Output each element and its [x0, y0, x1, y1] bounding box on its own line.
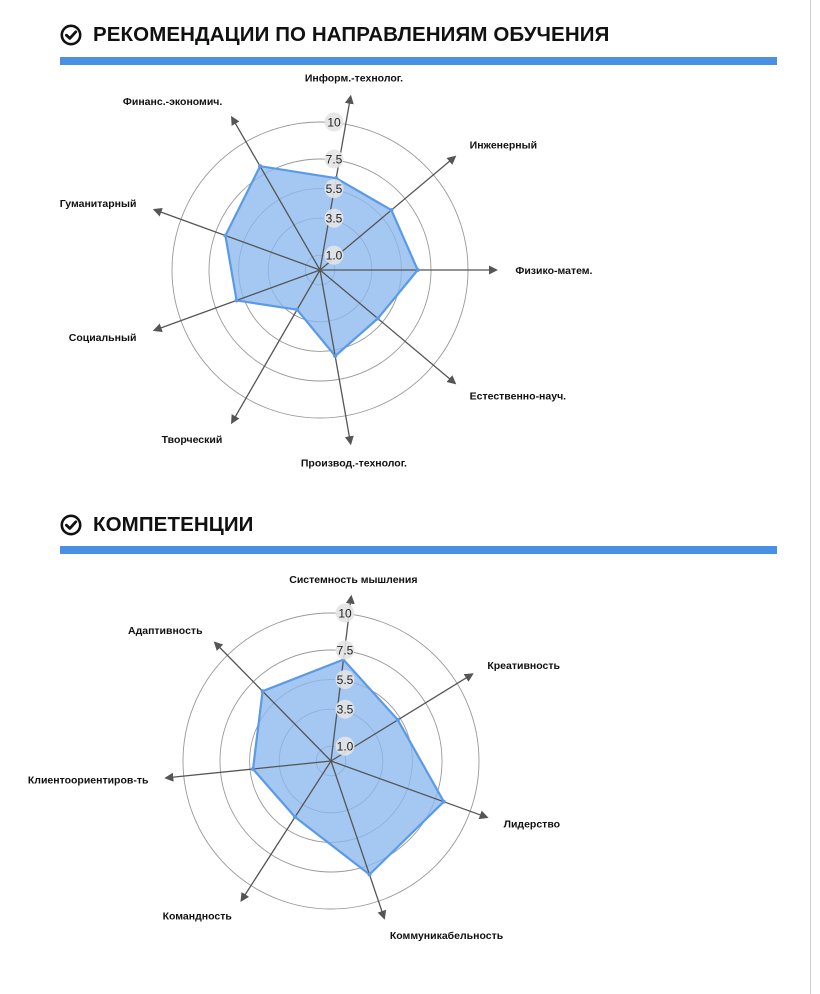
data-point-инженерный: [389, 208, 394, 213]
tick-label: 10: [327, 115, 341, 129]
tick-bg: [335, 699, 355, 719]
axis-естественно-науч: [319, 269, 457, 385]
axis-label-социальный: Социальный: [69, 332, 137, 344]
tick-label: 5.5: [337, 673, 354, 687]
page-edge: [810, 0, 811, 994]
axis-label-гуманитарный: Гуманитарный: [60, 198, 137, 210]
tick-label: 1.0: [326, 249, 343, 263]
axis-label-инженерный: Инженерный: [470, 139, 537, 151]
axis-label-информ-технолог: Информ.-технолог.: [305, 73, 403, 85]
tick-bg: [335, 640, 355, 660]
axis-адаптивность: [213, 641, 332, 762]
axis-label-производ-технолог: Производ.-технолог.: [301, 457, 407, 469]
axis-финанс-экономич: [231, 115, 321, 271]
data-point-социальный: [234, 298, 239, 303]
data-point-физико-матем: [415, 268, 420, 272]
axis-label-креативность: Креативность: [487, 660, 560, 672]
tick-label: 1.0: [337, 740, 354, 754]
data-point-естественно-науч: [375, 316, 380, 321]
tick-label: 7.5: [326, 152, 343, 166]
tick-bg: [324, 208, 344, 228]
axis-label-командность: Командность: [163, 910, 233, 922]
data-point-адаптивность: [260, 689, 265, 694]
data-point-клиентоориентиров-ть: [250, 767, 255, 772]
tick-bg: [324, 112, 344, 132]
data-point-финанс-экономич: [258, 164, 263, 169]
axis-лидерство: [330, 760, 489, 820]
section-title: КОМПЕТЕНЦИИ: [93, 513, 254, 536]
section-competencies: КОМПЕТЕНЦИИ: [60, 507, 777, 554]
data-point-гуманитарный: [223, 233, 228, 238]
data-point-производ-технолог: [333, 353, 338, 358]
data-point-лидерство: [441, 799, 446, 804]
data-point-коммуникабельность: [367, 872, 372, 877]
tick-label: 7.5: [337, 643, 354, 657]
grid-ring: [182, 612, 480, 910]
axis-label-творческий: Творческий: [162, 434, 223, 446]
axis-коммуникабельность: [330, 760, 387, 920]
tick-bg: [324, 149, 344, 169]
tick-label: 10: [338, 606, 352, 620]
data-point-творческий: [295, 307, 300, 312]
axis-label-финанс-экономич: Финанс.-экономич.: [123, 96, 222, 108]
axis-label-системность-мышления: Системность мышления: [289, 574, 417, 586]
axis-клиентоориентиров-ть: [164, 760, 332, 782]
axis-гуманитарный: [152, 207, 321, 271]
tick-bg: [335, 670, 355, 690]
tick-label: 5.5: [326, 182, 343, 196]
axis-label-адаптивность: Адаптивность: [128, 625, 203, 637]
check-circle-icon: [60, 514, 82, 536]
tick-bg: [324, 245, 344, 265]
axis-label-клиентоориентиров-ть: Клиентоориентиров-ть: [28, 775, 149, 787]
section-recommendations: РЕКОМЕНДАЦИИ ПО НАПРАВЛЕНИЯМ ОБУЧЕНИЯ: [60, 17, 777, 65]
axis-креативность: [330, 673, 474, 762]
data-point-командность: [293, 815, 298, 820]
tick-label: 3.5: [337, 703, 354, 717]
axis-label-естественно-науч: Естественно-науч.: [470, 391, 567, 403]
radar-chart-directions: Информ.-технолог. Инженерный Физико-матем.…: [60, 73, 593, 470]
check-circle-icon: [60, 24, 82, 46]
tick-bg: [324, 179, 344, 199]
data-point-креативность: [395, 717, 400, 722]
section-header: РЕКОМЕНДАЦИИ ПО НАПРАВЛЕНИЯМ ОБУЧЕНИЯ: [60, 17, 777, 53]
section-header: КОМПЕТЕНЦИИ: [60, 507, 777, 543]
tick-label: 3.5: [326, 212, 343, 226]
section-divider: [60, 57, 777, 65]
tick-bg: [335, 603, 355, 623]
axis-label-физико-матем: Физико-матем.: [515, 265, 592, 277]
axis-командность: [240, 760, 332, 902]
axis-label-лидерство: Лидерство: [504, 818, 560, 830]
tick-bg: [335, 736, 355, 756]
axis-label-коммуникабельность: Коммуникабельность: [390, 930, 504, 942]
section-title: РЕКОМЕНДАЦИИ ПО НАПРАВЛЕНИЯМ ОБУЧЕНИЯ: [93, 23, 610, 46]
section-divider: [60, 546, 777, 554]
grid-ring: [219, 649, 443, 873]
axis-творческий: [231, 269, 321, 425]
